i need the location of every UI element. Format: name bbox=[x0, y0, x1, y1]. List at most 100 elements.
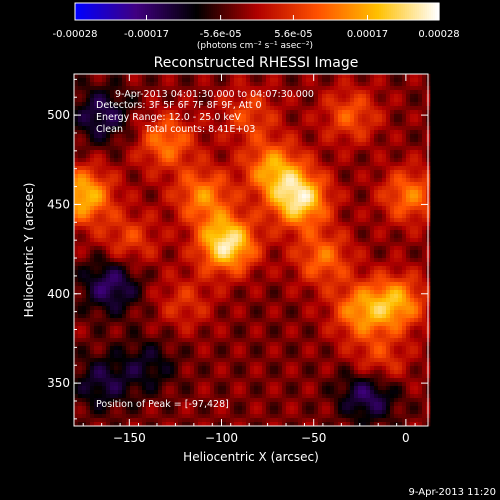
heatmap-cell bbox=[82, 242, 87, 247]
heatmap-cell bbox=[254, 122, 259, 127]
heatmap-cell bbox=[154, 122, 159, 127]
heatmap-cell bbox=[370, 174, 375, 179]
heatmap-cell bbox=[118, 194, 123, 199]
heatmap-cell bbox=[102, 82, 107, 87]
heatmap-cell bbox=[386, 278, 391, 283]
heatmap-cell bbox=[78, 102, 83, 107]
heatmap-cell bbox=[390, 166, 395, 171]
heatmap-cell bbox=[382, 278, 387, 283]
heatmap-cell bbox=[194, 146, 199, 151]
heatmap-cell bbox=[214, 234, 219, 239]
heatmap-cell bbox=[286, 258, 291, 263]
heatmap-cell bbox=[374, 138, 379, 143]
heatmap-cell bbox=[286, 210, 291, 215]
heatmap-cell bbox=[370, 110, 375, 115]
heatmap-cell bbox=[134, 274, 139, 279]
heatmap-cell bbox=[322, 86, 327, 91]
heatmap-cell bbox=[342, 98, 347, 103]
heatmap-cell bbox=[302, 82, 307, 87]
heatmap-cell bbox=[290, 166, 295, 171]
heatmap-cell bbox=[366, 82, 371, 87]
heatmap-cell bbox=[290, 218, 295, 223]
heatmap-cell bbox=[282, 86, 287, 91]
heatmap-cell bbox=[398, 134, 403, 139]
heatmap-cell bbox=[130, 114, 135, 119]
heatmap-cell bbox=[394, 270, 399, 275]
heatmap-cell bbox=[98, 242, 103, 247]
heatmap-cell bbox=[198, 154, 203, 159]
heatmap-cell bbox=[166, 250, 171, 255]
heatmap-cell bbox=[126, 282, 131, 287]
heatmap-cell bbox=[134, 250, 139, 255]
heatmap-cell bbox=[294, 178, 299, 183]
heatmap-cell bbox=[110, 270, 115, 275]
heatmap-cell bbox=[74, 262, 79, 267]
heatmap-cell bbox=[278, 246, 283, 251]
heatmap-cell bbox=[270, 166, 275, 171]
heatmap-cell bbox=[390, 278, 395, 283]
heatmap-cell bbox=[326, 286, 331, 291]
colorbar-swatch bbox=[115, 3, 118, 20]
heatmap-cell bbox=[358, 214, 363, 219]
colorbar-swatch bbox=[101, 3, 104, 20]
heatmap-cell bbox=[382, 134, 387, 139]
heatmap-cell bbox=[146, 134, 151, 139]
heatmap-cell bbox=[314, 222, 319, 227]
heatmap-cell bbox=[214, 286, 219, 291]
heatmap-cell bbox=[410, 278, 415, 283]
heatmap-cell bbox=[366, 222, 371, 227]
heatmap-cell bbox=[318, 226, 323, 231]
heatmap-cell bbox=[110, 282, 115, 287]
heatmap-cell bbox=[114, 78, 119, 83]
heatmap-cell bbox=[82, 238, 87, 243]
heatmap-cell bbox=[158, 134, 163, 139]
heatmap-cell bbox=[330, 126, 335, 131]
heatmap-cell bbox=[362, 130, 367, 135]
heatmap-cell bbox=[90, 90, 95, 95]
heatmap-cell bbox=[318, 166, 323, 171]
heatmap-cell bbox=[418, 198, 423, 203]
heatmap-cell bbox=[86, 190, 91, 195]
heatmap-cell bbox=[422, 118, 427, 123]
heatmap-cell bbox=[146, 194, 151, 199]
heatmap-cell bbox=[334, 170, 339, 175]
heatmap-cell bbox=[354, 98, 359, 103]
heatmap-cell bbox=[134, 122, 139, 127]
heatmap-cell bbox=[118, 258, 123, 263]
heatmap-cell bbox=[286, 74, 291, 79]
heatmap-cell bbox=[118, 82, 123, 87]
heatmap-cell bbox=[190, 90, 195, 95]
colorbar-swatch bbox=[219, 3, 222, 20]
heatmap-cell bbox=[182, 194, 187, 199]
heatmap-cell bbox=[138, 274, 143, 279]
heatmap-cell bbox=[78, 126, 83, 131]
heatmap-cell bbox=[114, 222, 119, 227]
heatmap-cell bbox=[186, 126, 191, 131]
heatmap-cell bbox=[298, 138, 303, 143]
heatmap-cell bbox=[238, 270, 243, 275]
heatmap-cell bbox=[226, 130, 231, 135]
heatmap-cell bbox=[346, 286, 351, 291]
heatmap-cell bbox=[74, 258, 79, 263]
heatmap-cell bbox=[370, 198, 375, 203]
heatmap-cell bbox=[246, 270, 251, 275]
heatmap-cell bbox=[186, 98, 191, 103]
heatmap-cell bbox=[178, 226, 183, 231]
heatmap-cell bbox=[254, 170, 259, 175]
heatmap-cell bbox=[342, 126, 347, 131]
heatmap-cell bbox=[126, 262, 131, 267]
heatmap-cell bbox=[366, 190, 371, 195]
heatmap-cell bbox=[286, 218, 291, 223]
heatmap-cell bbox=[170, 278, 175, 283]
heatmap-cell bbox=[338, 262, 343, 267]
heatmap-cell bbox=[322, 110, 327, 115]
heatmap-cell bbox=[366, 98, 371, 103]
heatmap-cell bbox=[382, 130, 387, 135]
heatmap-cell bbox=[134, 134, 139, 139]
heatmap-cell bbox=[202, 190, 207, 195]
heatmap-cell bbox=[330, 266, 335, 271]
heatmap-cell bbox=[218, 114, 223, 119]
heatmap-cell bbox=[94, 254, 99, 259]
heatmap-cell bbox=[290, 150, 295, 155]
heatmap-cell bbox=[358, 266, 363, 271]
